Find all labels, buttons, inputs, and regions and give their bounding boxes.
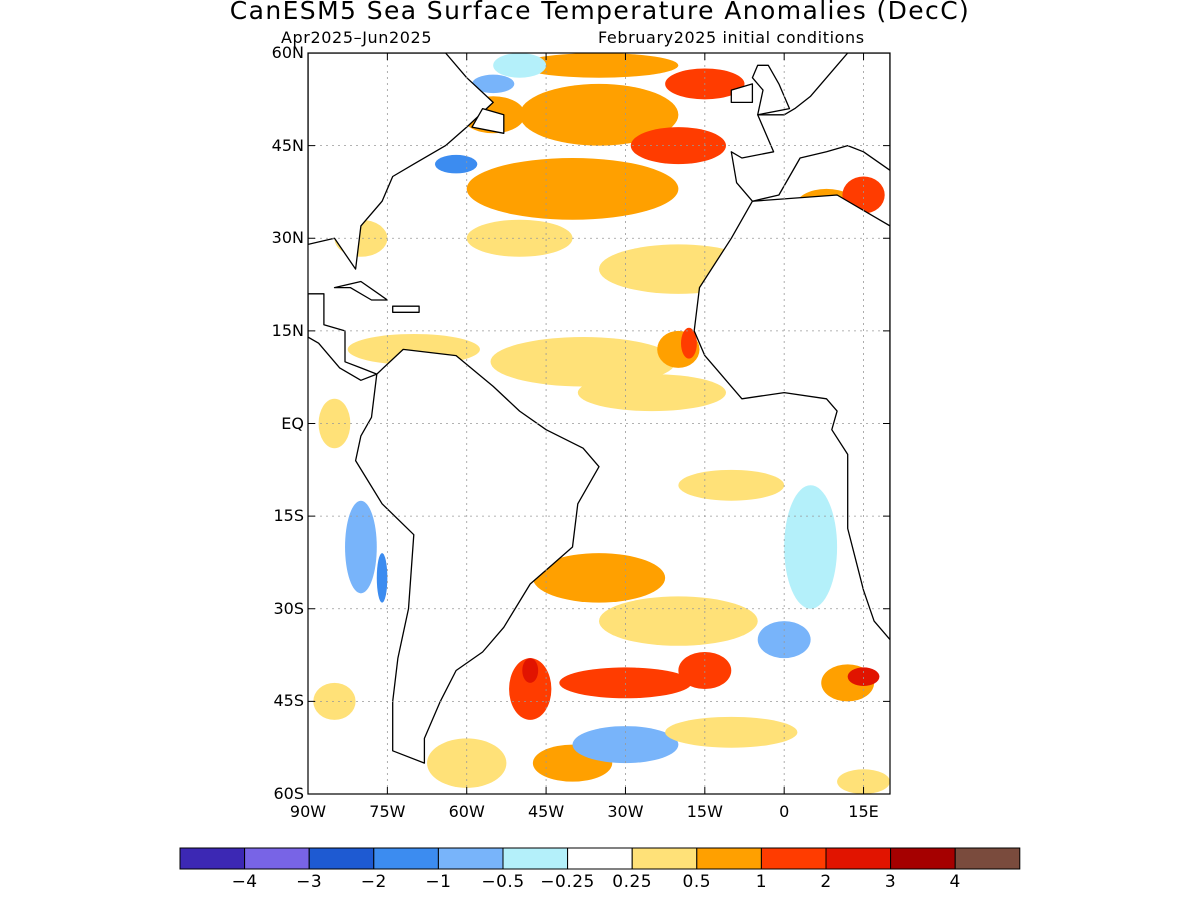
anomaly-region	[313, 682, 356, 720]
forecast-period: Apr2025–Jun2025	[281, 28, 433, 47]
anomaly-region	[784, 485, 838, 609]
colorbar-label: 0.25	[612, 872, 653, 892]
colorbar-label: 0.5	[682, 872, 712, 892]
lon-label: 30W	[607, 802, 644, 821]
anomaly-region	[522, 658, 539, 683]
anomaly-region	[318, 398, 351, 449]
colorbar-swatch	[631, 847, 698, 870]
colorbar-swatch	[308, 847, 375, 870]
lat-label: 45S	[273, 691, 304, 711]
colorbar-swatch	[502, 847, 569, 870]
anomaly-region	[532, 553, 666, 603]
coastline-cuba	[333, 280, 389, 301]
anomaly-region	[577, 374, 726, 412]
lon-label: 15E	[848, 802, 879, 821]
colorbar-swatch	[825, 847, 892, 870]
coastline-great-britain	[751, 64, 791, 116]
coastline-africa	[693, 194, 890, 641]
colorbar-swatch	[890, 847, 956, 870]
lat-label: 30N	[271, 228, 304, 248]
coastline-south-america	[354, 348, 600, 764]
anomaly-region	[559, 667, 692, 699]
lon-label: 75W	[369, 802, 406, 821]
coastline-central-america	[308, 293, 378, 381]
lat-label: 15S	[273, 506, 304, 526]
lon-label: 15W	[686, 802, 723, 821]
anomaly-region	[757, 621, 811, 659]
initial-conditions-label: February2025 initial conditions	[598, 28, 865, 47]
colorbar-swatch	[760, 847, 827, 870]
colorbar	[179, 847, 1021, 870]
anomaly-region	[490, 337, 676, 387]
anomaly-region	[434, 154, 478, 174]
coastline-hispaniola	[392, 305, 420, 313]
anomaly-region	[519, 53, 679, 78]
lat-label: 30S	[273, 598, 304, 618]
coastline-north-america	[308, 53, 494, 270]
colorbar-swatch	[696, 847, 762, 870]
colorbar-label: 3	[884, 872, 897, 892]
anomaly-region	[599, 596, 758, 646]
anomaly-region	[472, 74, 515, 94]
lat-label: EQ	[281, 413, 304, 433]
colorbar-swatch	[244, 847, 310, 870]
lon-label: 90W	[289, 802, 327, 821]
colorbar-label: −1	[425, 872, 452, 892]
colorbar-label: −0.5	[481, 872, 525, 892]
colorbar-swatch	[567, 847, 633, 870]
anomaly-region	[427, 738, 507, 788]
anomaly-region	[345, 500, 377, 594]
anomaly-region	[376, 553, 388, 603]
lon-label: 60W	[448, 802, 485, 821]
lon-label: 45W	[527, 802, 565, 821]
lat-label: 60N	[271, 43, 304, 62]
anomaly-region	[837, 769, 890, 794]
anomaly-region	[466, 157, 679, 220]
coastline-europe	[730, 53, 890, 202]
lat-label: 60S	[273, 784, 304, 803]
anomaly-region	[509, 658, 552, 720]
anomaly-region	[678, 469, 785, 501]
colorbar-swatch	[179, 847, 246, 870]
lon-label: 0	[779, 802, 790, 821]
anomaly-region	[678, 651, 732, 690]
lat-label: 15N	[271, 320, 304, 340]
colorbar-label: −4	[231, 872, 258, 892]
colorbar-label: 4	[949, 872, 961, 892]
map-title: CanESM5 Sea Surface Temperature Anomalie…	[229, 0, 971, 25]
anomaly-region	[665, 716, 798, 748]
colorbar-label: 1	[755, 872, 768, 892]
colorbar-label: −2	[360, 872, 387, 892]
anomaly-region	[519, 83, 679, 146]
colorbar-label: −3	[296, 872, 323, 892]
land-layer	[308, 53, 890, 764]
colorbar-swatch	[437, 847, 504, 870]
anomaly-region	[630, 127, 726, 165]
colorbar-swatch	[954, 847, 1021, 870]
lat-label: 45N	[271, 135, 304, 155]
anomaly-region	[493, 53, 547, 78]
colorbar-label: 2	[820, 872, 832, 892]
coastline-newfoundland	[471, 107, 505, 134]
gridlines	[308, 53, 890, 794]
anomaly-region	[847, 667, 880, 686]
coastline-ireland	[730, 83, 754, 104]
anomaly-region	[681, 327, 697, 359]
colorbar-swatch	[373, 847, 439, 870]
colorbar-label: −0.25	[540, 872, 595, 892]
axis-ticks	[307, 52, 890, 795]
